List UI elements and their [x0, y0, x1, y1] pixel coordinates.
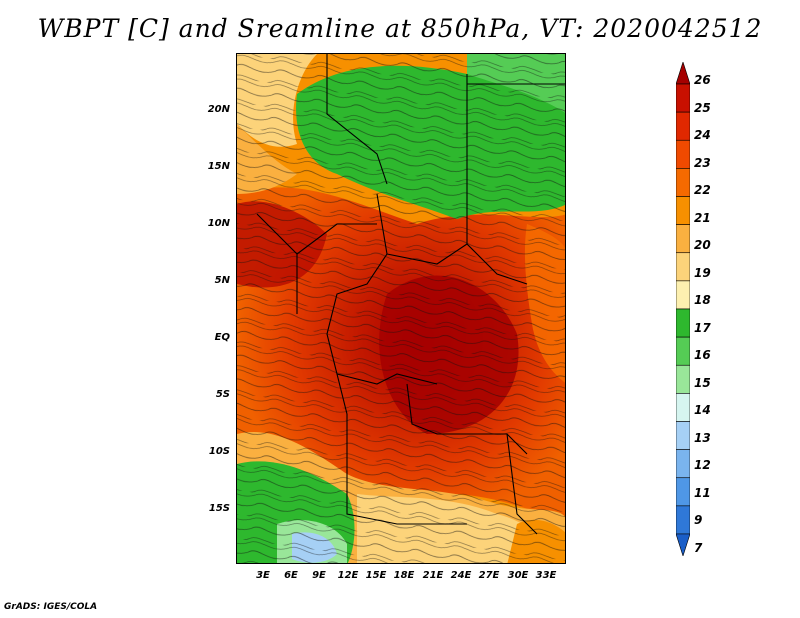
lat-tick-label: 15S [208, 503, 230, 514]
colorbar-segment [676, 139, 690, 169]
map-panel [236, 53, 566, 564]
lon-tick-label: 3E [256, 570, 270, 581]
streamlines [237, 54, 565, 563]
colorbar-level-label: 23 [694, 155, 711, 170]
lat-tick-label: 15N [207, 161, 230, 172]
chart-title: WBPT [C] and Sreamline at 850hPa, VT: 20… [37, 14, 763, 43]
colorbar-level-label: 26 [694, 73, 711, 87]
colorbar-segments [676, 62, 690, 556]
lon-tick-label: 12E [337, 570, 359, 581]
lon-tick-label: 30E [507, 570, 529, 581]
colorbar-segment [676, 477, 690, 507]
colorbar-bottom-triangle [676, 533, 690, 556]
colorbar-segment [676, 421, 690, 450]
colorbar [676, 62, 690, 556]
colorbar-level-label: 20 [694, 238, 711, 253]
lon-tick-label: 6E [284, 570, 298, 581]
lat-tick-label: 5S [215, 389, 230, 400]
software-credit: GrADS: IGES/COLA [4, 602, 98, 612]
colorbar-segment [676, 336, 690, 366]
colorbar-level-label: 22 [694, 183, 711, 198]
wbpt-field [237, 54, 565, 563]
lat-tick-label: EQ [214, 332, 230, 343]
colorbar-level-label: 19 [694, 265, 711, 280]
colorbar-level-label: 15 [694, 375, 711, 390]
colorbar-segment [676, 111, 690, 141]
colorbar-level-label: 13 [694, 430, 711, 445]
colorbar-segment [676, 168, 690, 197]
lat-tick-label: 10S [208, 446, 230, 457]
colorbar-level-label: 25 [694, 100, 711, 115]
colorbar-segment [676, 308, 690, 338]
colorbar-segment [676, 364, 690, 394]
colorbar-level-label: 24 [694, 128, 711, 143]
colorbar-segment [676, 224, 690, 254]
colorbar-segment [676, 449, 690, 479]
colorbar-level-label: 16 [694, 348, 711, 363]
colorbar-segment [676, 393, 690, 422]
lat-tick-label: 20N [207, 104, 230, 115]
lat-tick-label: 10N [207, 218, 230, 229]
colorbar-level-label: 18 [694, 293, 711, 308]
lon-tick-label: 24E [450, 570, 472, 581]
colorbar-segment [676, 83, 690, 113]
lon-tick-label: 27E [478, 570, 500, 581]
colorbar-segment [676, 252, 690, 282]
lon-tick-label: 15E [365, 570, 387, 581]
lon-tick-label: 18E [393, 570, 415, 581]
colorbar-level-label: 11 [694, 485, 711, 500]
colorbar-level-label: 21 [694, 210, 711, 225]
lon-tick-label: 33E [535, 570, 557, 581]
colorbar-top-triangle [676, 62, 690, 85]
colorbar-level-label: 9 [694, 513, 703, 528]
colorbar-segment [676, 196, 690, 225]
political-borders [256, 54, 565, 535]
colorbar-level-label: 17 [694, 320, 711, 335]
lat-tick-label: 5N [214, 275, 230, 286]
colorbar-level-label: 12 [694, 458, 711, 473]
colorbar-segment [676, 505, 690, 535]
colorbar-level-label: 7 [694, 541, 703, 555]
colorbar-segment [676, 280, 690, 310]
lon-tick-label: 21E [422, 570, 444, 581]
lon-tick-label: 9E [312, 570, 326, 581]
colorbar-level-label: 14 [694, 403, 711, 418]
